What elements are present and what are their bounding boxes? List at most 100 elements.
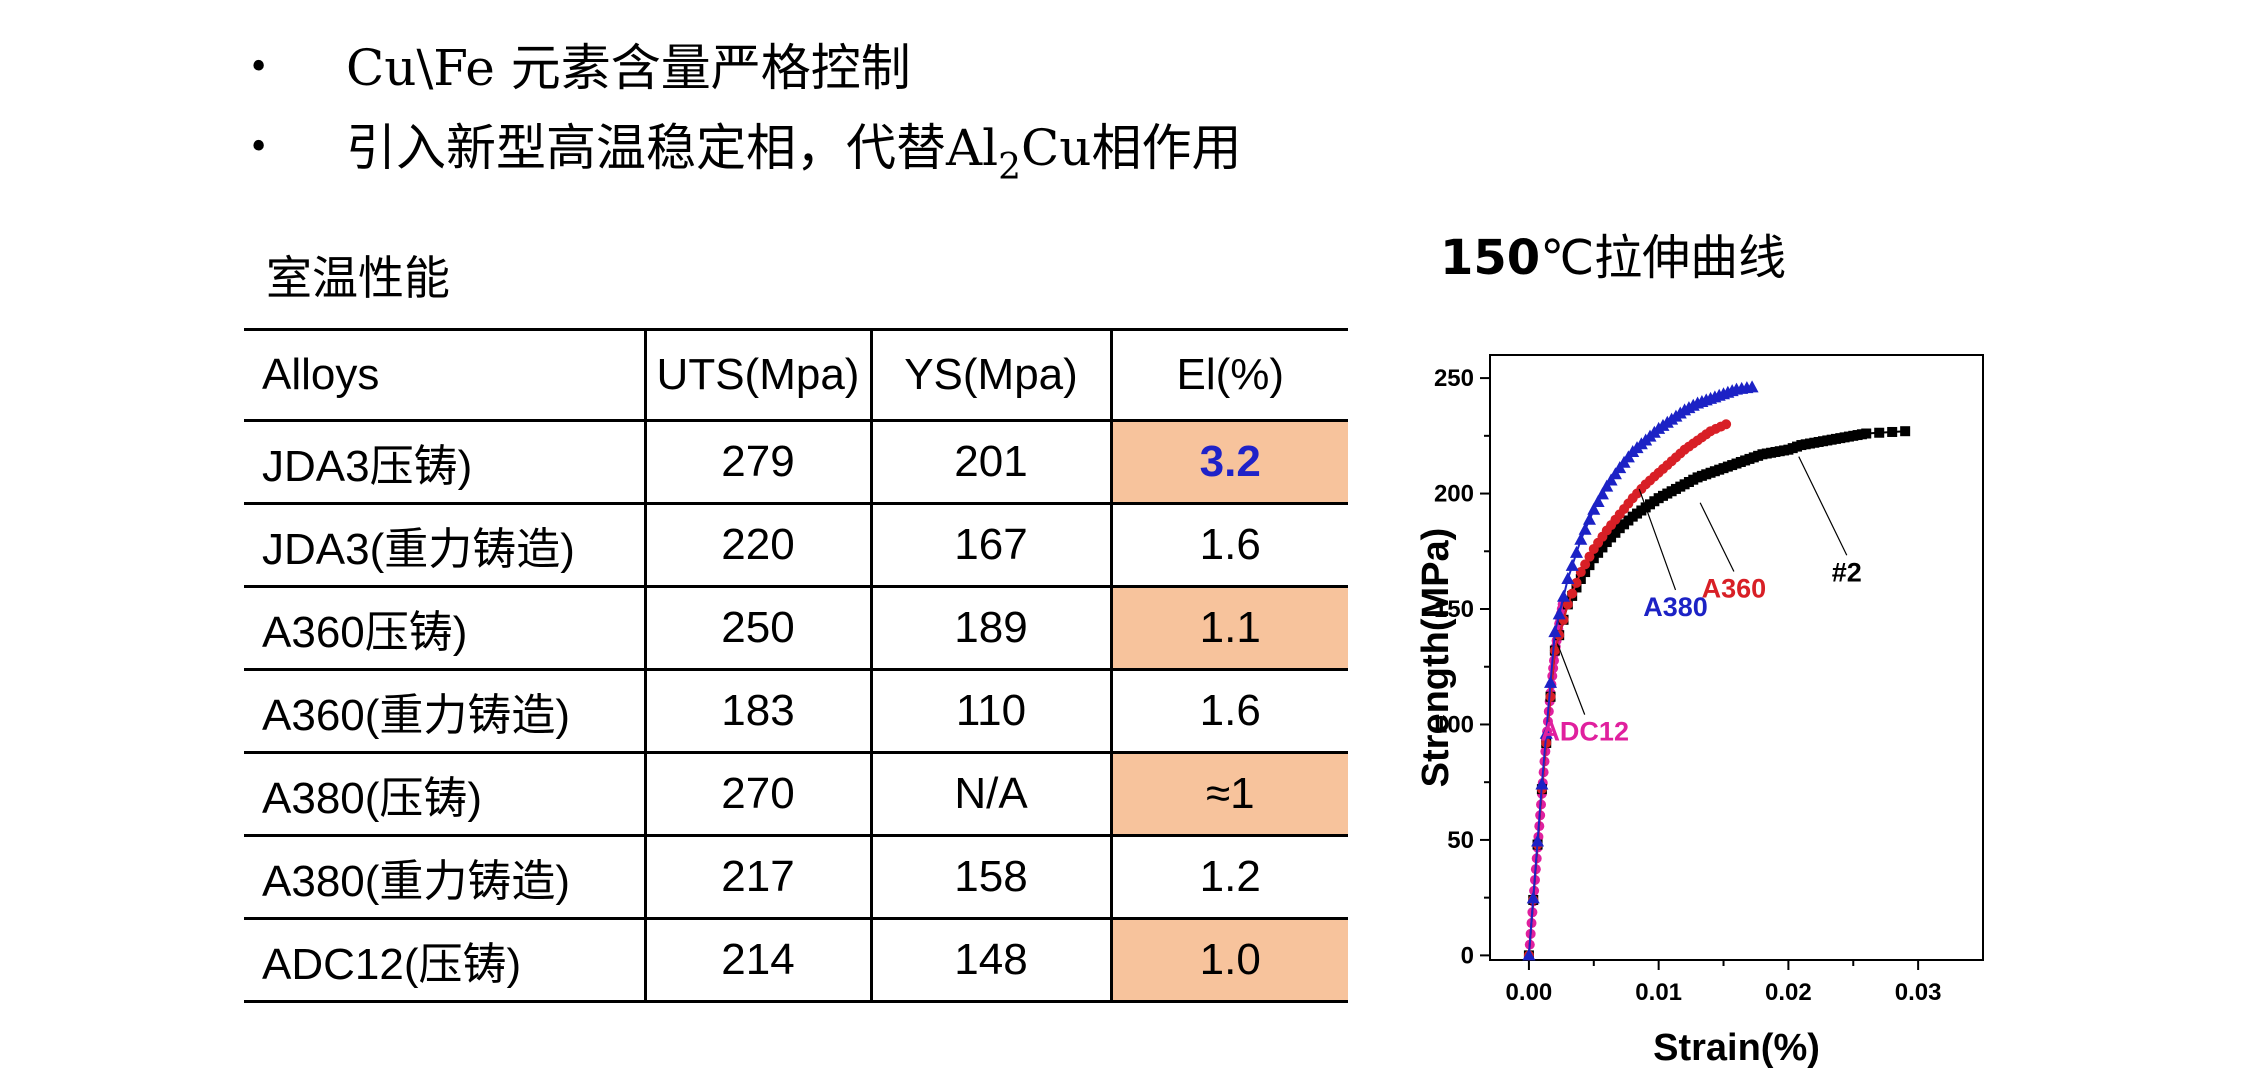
chart-title: 150℃拉伸曲线	[1440, 226, 1786, 290]
cell-uts: 183	[643, 668, 873, 754]
table-row: JDA3(重力铸造) 220 167 1.6	[244, 502, 1348, 588]
y-tick-label: 250	[1434, 365, 1474, 392]
cell-el: ≈1	[1109, 751, 1348, 837]
data-point	[1562, 599, 1573, 610]
data-point	[1595, 487, 1609, 500]
data-point	[1561, 571, 1575, 584]
table-row: A380(重力铸造) 217 158 1.2	[244, 834, 1348, 920]
data-point	[1567, 588, 1578, 599]
series-2	[1523, 426, 1911, 961]
cell-alloy: A360(重力铸造)	[244, 668, 647, 754]
table-row: JDA3压铸) 279 201 3.2	[244, 419, 1348, 505]
properties-table: Alloys UTS(Mpa) YS(Mpa) El(%) JDA3压铸) 279…	[244, 328, 1348, 1003]
cell-el: 1.2	[1109, 834, 1348, 920]
y-tick-label: 50	[1447, 827, 1474, 854]
cell-ys: 189	[869, 585, 1113, 671]
data-point	[1544, 675, 1558, 688]
cell-alloy: JDA3(重力铸造)	[244, 502, 647, 588]
y-tick-label: 200	[1434, 481, 1474, 508]
cell-uts: 270	[643, 751, 873, 837]
col-header-uts: UTS(Mpa)	[643, 328, 873, 422]
data-point	[1874, 427, 1885, 438]
x-tick-label: 0.01	[1635, 979, 1682, 1006]
annotation-leader	[1638, 488, 1677, 591]
cell-uts: 220	[643, 502, 873, 588]
data-point	[1552, 607, 1566, 620]
data-point	[1587, 502, 1601, 515]
table-row: A360(重力铸造) 183 110 1.6	[244, 668, 1348, 754]
data-point	[1578, 522, 1592, 535]
series-a380	[1522, 380, 1759, 961]
data-point	[1545, 691, 1556, 702]
plot-frame	[1489, 354, 1984, 961]
x-axis-label: Strain(%)	[1653, 1027, 1820, 1069]
bullet-text-part: 引入新型高温稳定相，代替Al	[346, 119, 999, 177]
annotation-leader	[1556, 643, 1586, 715]
annotation-leader	[1699, 502, 1735, 572]
table-row: ADC12(压铸) 214 148 1.0	[244, 917, 1348, 1003]
col-header-el: El(%)	[1109, 328, 1348, 422]
annotation-label: A360	[1702, 573, 1767, 603]
col-header-alloys: Alloys	[244, 328, 647, 422]
data-point	[1548, 625, 1562, 638]
x-tick-label: 0.02	[1765, 979, 1812, 1006]
data-point	[1575, 573, 1586, 584]
data-point	[1604, 473, 1618, 486]
data-point	[1571, 577, 1582, 588]
cell-ys: 201	[869, 419, 1113, 505]
annotation-leader	[1798, 456, 1848, 556]
data-point	[1861, 428, 1872, 439]
data-point	[1531, 834, 1545, 847]
cell-el: 1.1	[1109, 585, 1348, 671]
data-point	[1887, 426, 1898, 437]
cell-uts: 214	[643, 917, 873, 1003]
data-point	[1565, 558, 1579, 571]
bullet-dot: •	[248, 127, 270, 168]
data-point	[1574, 532, 1588, 545]
x-tick-label: 0.00	[1506, 979, 1553, 1006]
cell-alloy: A360压铸)	[244, 585, 647, 671]
series-a360	[1523, 419, 1732, 961]
table-header-row: Alloys UTS(Mpa) YS(Mpa) El(%)	[244, 328, 1348, 422]
chart-title-number: 150	[1440, 230, 1541, 286]
bullet-dot: •	[248, 47, 270, 88]
cell-alloy: ADC12(压铸)	[244, 917, 647, 1003]
cell-uts: 217	[643, 834, 873, 920]
cell-ys: 158	[869, 834, 1113, 920]
y-tick-label: 150	[1434, 596, 1474, 623]
table-body: JDA3压铸) 279 201 3.2 JDA3(重力铸造) 220 167 1.6 A360压…	[244, 419, 1348, 1003]
bullet-text: 引入新型高温稳定相，代替Al2Cu相作用	[346, 108, 1241, 208]
y-tick-label: 100	[1434, 711, 1474, 738]
cell-alloy: A380(重力铸造)	[244, 834, 647, 920]
y-tick-label: 0	[1461, 942, 1474, 969]
col-header-ys: YS(Mpa)	[869, 328, 1113, 422]
data-point	[1721, 419, 1732, 430]
tensile-curve-chart: 0.00 0.01 0.02 0.03 0 50 100 150 200 250 Strain(%)…	[1415, 354, 1984, 1069]
data-point	[1597, 542, 1608, 553]
bullet-text-part: Cu相作用	[1021, 119, 1242, 177]
cell-uts: 279	[643, 419, 873, 505]
data-point	[1584, 551, 1595, 562]
x-tick-label: 0.03	[1895, 979, 1942, 1006]
annotation-label: A380	[1643, 592, 1708, 622]
data-point	[1580, 559, 1591, 570]
data-point	[1900, 426, 1911, 437]
chart-title-text: ℃拉伸曲线	[1540, 230, 1787, 286]
cell-el: 1.0	[1109, 917, 1348, 1003]
subscript: 2	[998, 147, 1022, 188]
cell-alloy: JDA3压铸)	[244, 419, 647, 505]
data-point	[1593, 547, 1604, 558]
data-point	[1522, 948, 1536, 961]
annotation-label: ADC12	[1540, 717, 1629, 747]
cell-el: 3.2	[1109, 419, 1348, 505]
annotation-label: #2	[1832, 557, 1862, 587]
cell-alloy: A380(压铸)	[244, 751, 647, 837]
cell-ys: N/A	[869, 751, 1113, 837]
data-point	[1575, 567, 1586, 578]
cell-el: 1.6	[1109, 502, 1348, 588]
data-point	[1539, 726, 1553, 739]
data-point	[1557, 589, 1571, 602]
data-point	[1526, 891, 1540, 904]
data-point	[1591, 495, 1605, 508]
cell-ys: 167	[869, 502, 1113, 588]
